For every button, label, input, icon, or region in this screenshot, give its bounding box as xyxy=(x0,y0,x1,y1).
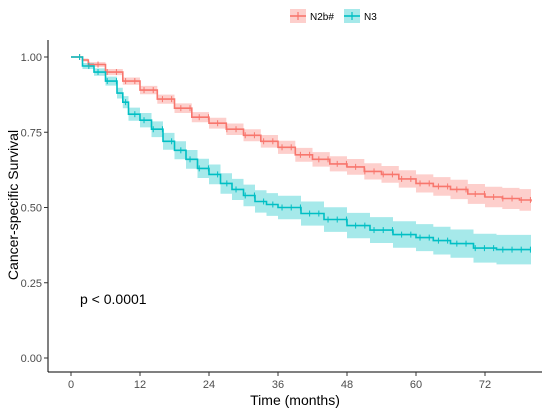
y-tick-label: 1.00 xyxy=(21,52,42,64)
y-axis-title: Cancer-specific Survival xyxy=(5,130,21,280)
ci-band-n3 xyxy=(71,57,531,265)
legend-label: N2b# xyxy=(310,12,334,23)
y-tick-label: 0.75 xyxy=(21,127,42,139)
legend-item-n2b: N2b# xyxy=(290,9,334,23)
ci-band-n2b xyxy=(71,57,531,213)
y-ticks: 0.00 0.25 0.50 0.75 1.00 xyxy=(21,52,48,365)
legend-item-n3: N3 xyxy=(344,9,377,23)
curve-n3 xyxy=(71,56,531,251)
x-axis-title: Time (months) xyxy=(250,392,340,408)
legend-label: N3 xyxy=(364,12,377,23)
x-tick-label: 72 xyxy=(479,379,491,391)
survival-curves xyxy=(71,56,532,251)
y-tick-label: 0.25 xyxy=(21,278,42,290)
x-tick-label: 0 xyxy=(68,379,74,391)
axes xyxy=(47,40,542,373)
y-tick-label: 0.50 xyxy=(21,203,42,215)
p-value-annotation: p < 0.0001 xyxy=(80,291,147,307)
x-tick-label: 24 xyxy=(203,379,215,391)
x-tick-label: 12 xyxy=(134,379,146,391)
legend: N2b# N3 xyxy=(290,9,377,23)
censor-marks xyxy=(79,54,531,253)
x-tick-label: 60 xyxy=(410,379,422,391)
confidence-bands xyxy=(71,57,531,265)
curve-n2b xyxy=(71,56,532,202)
x-tick-label: 48 xyxy=(341,379,353,391)
x-ticks: 0 12 24 36 48 60 72 xyxy=(68,372,491,391)
x-tick-label: 36 xyxy=(272,379,284,391)
y-tick-label: 0.00 xyxy=(21,353,42,365)
